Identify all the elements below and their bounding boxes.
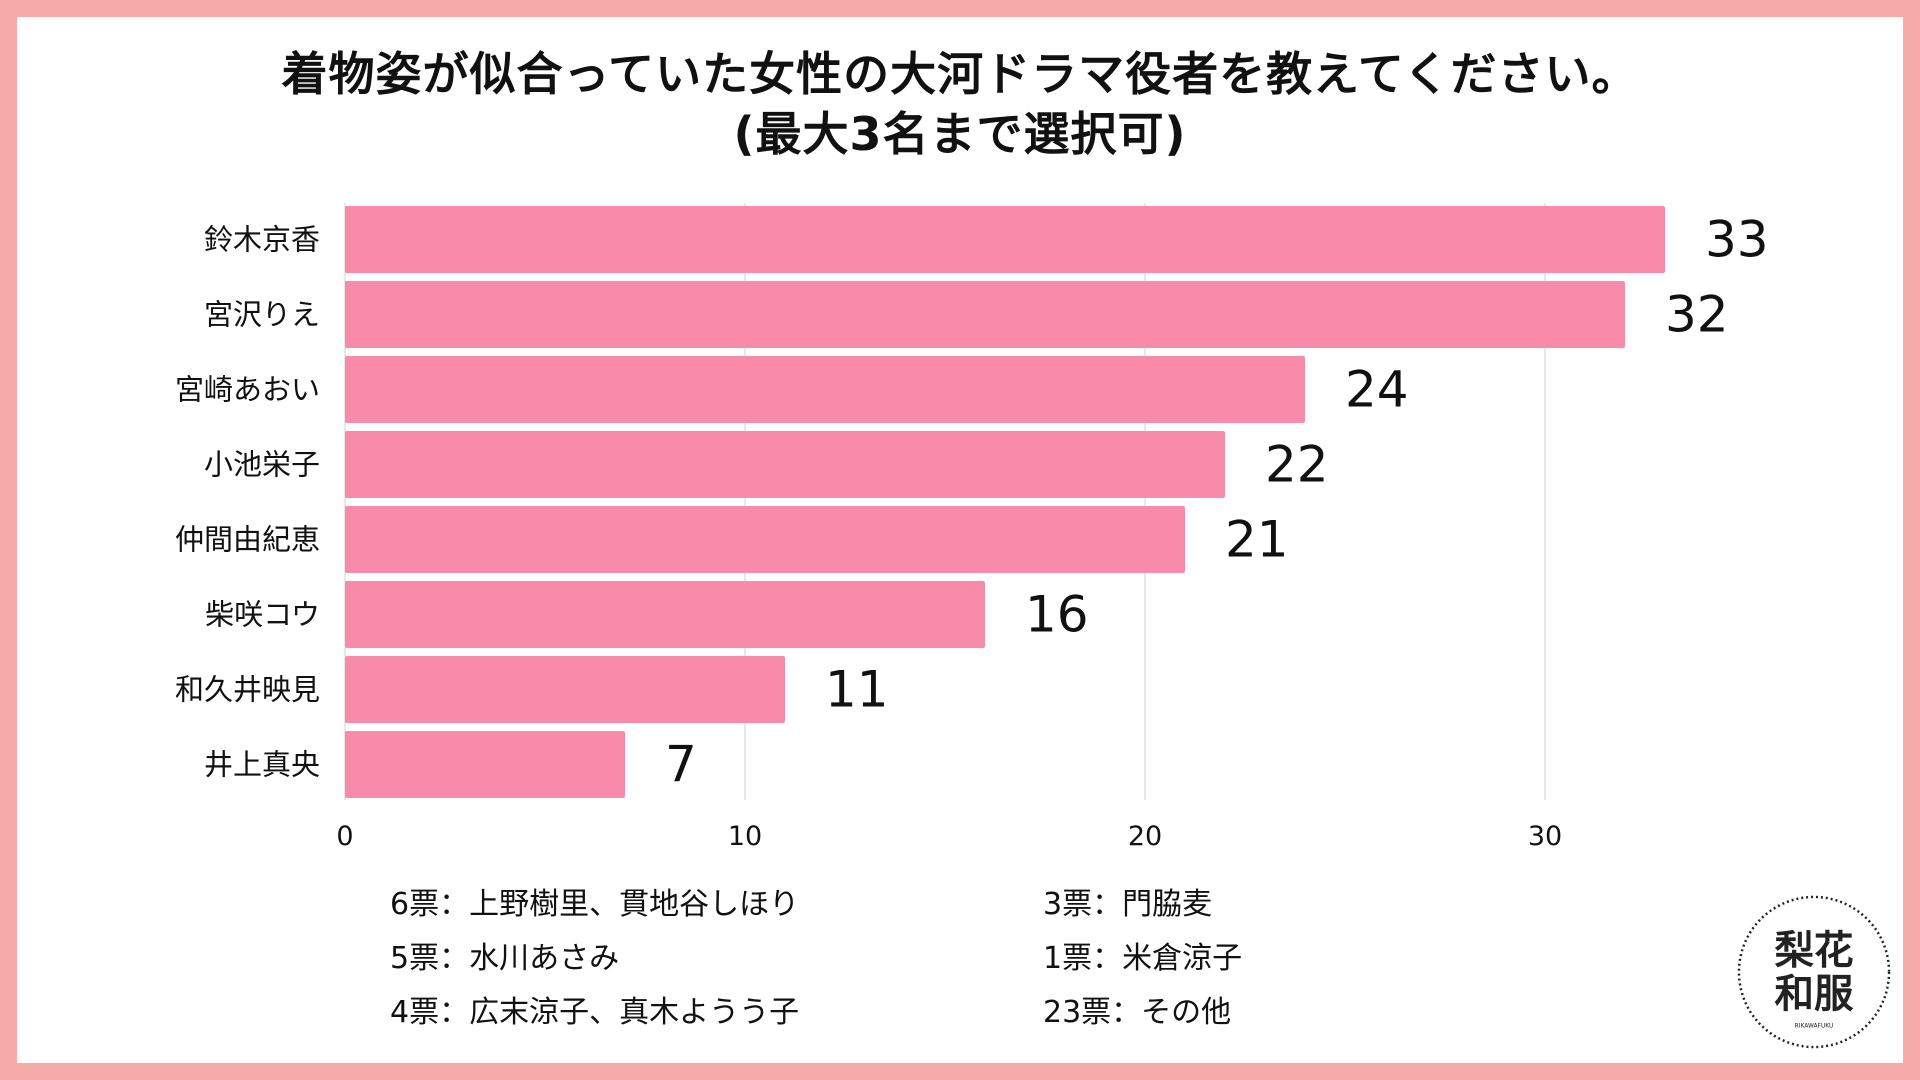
category-label: 仲間由紀恵	[175, 523, 320, 557]
bar-layer	[345, 206, 1665, 798]
bar	[345, 281, 1625, 348]
category-label: 柴咲コウ	[205, 598, 320, 632]
brand-logo: 梨花 和服 RIKAWAFUKU	[1737, 895, 1891, 1049]
bar	[345, 731, 625, 798]
value-label: 11	[825, 661, 889, 719]
note-item: 23票：その他	[1043, 995, 1232, 1030]
value-label: 7	[665, 736, 697, 794]
category-label: 宮崎あおい	[175, 373, 320, 407]
category-label: 宮沢りえ	[204, 298, 320, 332]
x-tick-label: 30	[1528, 821, 1562, 852]
chart-title-line1: 着物姿が似合っていた女性の大河ドラマ役者を教えてください。	[281, 47, 1639, 101]
label-layer: 0 10 20 30 鈴木京香 33 宮沢りえ 32 宮崎あおい 24 小池栄子 22 仲間由紀恵 21 柴…	[175, 211, 1769, 853]
value-label: 21	[1225, 511, 1289, 569]
x-tick-label: 0	[336, 821, 353, 852]
logo-ring	[1737, 895, 1891, 1049]
category-label: 鈴木京香	[204, 223, 320, 257]
category-label: 井上真央	[204, 748, 320, 782]
chart-title: 着物姿が似合っていた女性の大河ドラマ役者を教えてください。 (最大3名まで選択可…	[0, 44, 1920, 164]
value-label: 33	[1705, 211, 1769, 269]
logo-text-top: 梨花	[1775, 928, 1854, 974]
chart-title-line2: (最大3名まで選択可)	[733, 107, 1187, 161]
notes-right: 3票：門脇麦 1票：米倉涼子 23票：その他	[1043, 878, 1242, 1040]
bar	[345, 581, 985, 648]
logo-subtext: RIKAWAFUKU	[1795, 1023, 1834, 1029]
bar	[345, 206, 1665, 273]
category-label: 和久井映見	[175, 673, 320, 707]
note-item: 6票：上野樹里、貫地谷しほり	[390, 887, 800, 922]
note-item: 5票：水川あさみ	[390, 941, 620, 976]
bar	[345, 356, 1305, 423]
value-label: 32	[1665, 286, 1729, 344]
notes-left: 6票：上野樹里、貫地谷しほり 5票：水川あさみ 4票：広末涼子、真木ようう子	[390, 878, 799, 1040]
value-label: 22	[1265, 436, 1329, 494]
note-item: 3票：門脇麦	[1043, 887, 1213, 922]
note-item: 1票：米倉涼子	[1043, 941, 1243, 976]
x-tick-label: 10	[728, 821, 762, 852]
x-tick-label: 20	[1128, 821, 1162, 852]
category-label: 小池栄子	[204, 448, 320, 482]
note-item: 4票：広末涼子、真木ようう子	[390, 995, 800, 1030]
value-label: 16	[1025, 586, 1089, 644]
bar	[345, 506, 1185, 573]
value-label: 24	[1345, 361, 1409, 419]
bar	[345, 431, 1225, 498]
logo-text-bottom: 和服	[1775, 972, 1855, 1018]
bar	[345, 656, 785, 723]
